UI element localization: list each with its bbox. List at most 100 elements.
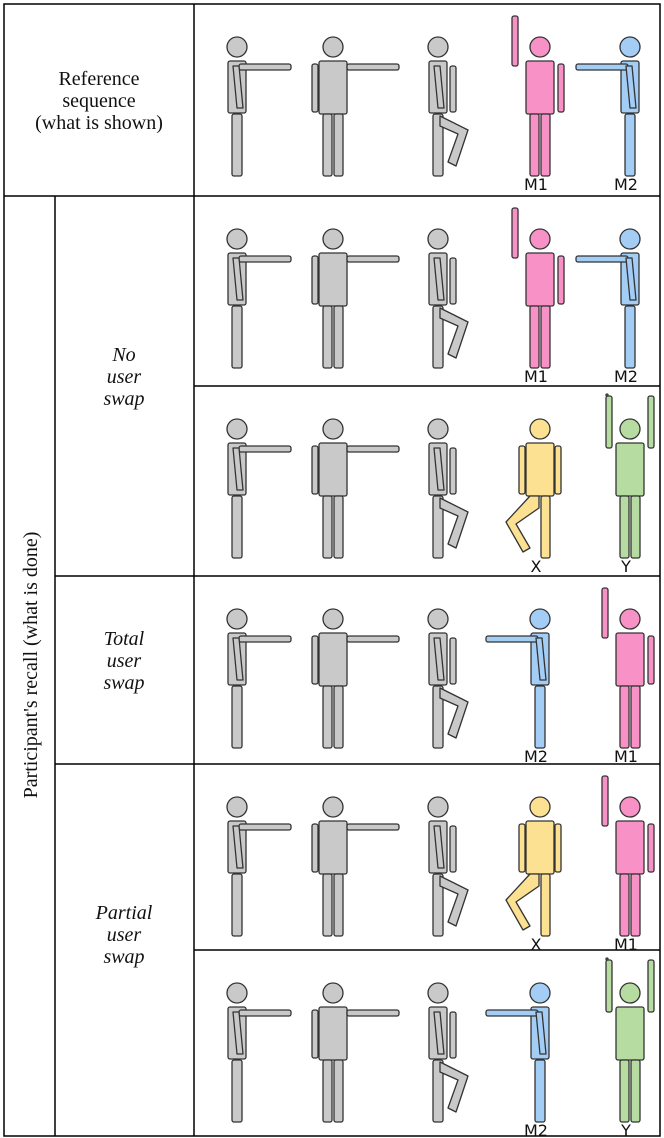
head bbox=[322, 36, 344, 58]
head bbox=[427, 608, 449, 630]
limb bbox=[575, 255, 629, 263]
head bbox=[427, 228, 449, 250]
limb bbox=[630, 495, 641, 559]
limb bbox=[232, 447, 244, 491]
limb bbox=[601, 587, 609, 639]
limb bbox=[449, 637, 457, 685]
limb bbox=[525, 252, 555, 307]
limb bbox=[485, 635, 539, 643]
head bbox=[619, 982, 641, 1004]
figure-label: M2 bbox=[524, 1121, 548, 1138]
head bbox=[619, 796, 641, 818]
head bbox=[529, 228, 551, 250]
head bbox=[619, 36, 641, 58]
stick-figure bbox=[605, 393, 655, 559]
stick-figure bbox=[311, 228, 400, 369]
head bbox=[226, 228, 248, 250]
limb bbox=[505, 873, 540, 931]
limb bbox=[333, 305, 344, 369]
limb bbox=[624, 113, 636, 177]
limb bbox=[624, 305, 636, 369]
limb bbox=[433, 65, 445, 109]
figure-label: Y bbox=[620, 1121, 631, 1138]
limb bbox=[346, 1009, 400, 1017]
limb bbox=[619, 685, 630, 749]
head bbox=[529, 608, 551, 630]
limb bbox=[449, 447, 457, 495]
limb bbox=[333, 685, 344, 749]
row-label: sequence bbox=[62, 90, 135, 112]
figure-label: Y bbox=[620, 557, 631, 576]
figure-label: M1 bbox=[524, 367, 548, 386]
limb bbox=[231, 873, 243, 937]
row-label: user bbox=[107, 366, 142, 388]
figure-label: M1 bbox=[614, 935, 638, 954]
head bbox=[427, 36, 449, 58]
limb bbox=[318, 632, 348, 687]
limb bbox=[529, 305, 540, 369]
stick-figure bbox=[226, 982, 292, 1123]
stick-figure bbox=[485, 982, 551, 1123]
limb bbox=[615, 1006, 645, 1061]
stick-figure bbox=[226, 228, 292, 369]
limb bbox=[322, 113, 333, 177]
head bbox=[322, 418, 344, 440]
head bbox=[226, 796, 248, 818]
stick-figure bbox=[311, 796, 400, 937]
row-label: swap bbox=[103, 388, 144, 410]
limb bbox=[625, 257, 637, 301]
limb bbox=[619, 495, 630, 559]
limb bbox=[322, 495, 333, 559]
limb bbox=[439, 307, 469, 359]
limb bbox=[540, 305, 551, 369]
head bbox=[427, 796, 449, 818]
recall-label: Participant's recall (what is done) bbox=[20, 532, 42, 799]
figure-label: M1 bbox=[524, 175, 548, 194]
head bbox=[226, 982, 248, 1004]
row-label: (what is shown) bbox=[35, 112, 163, 134]
stick-figure bbox=[601, 775, 655, 937]
limb bbox=[318, 820, 348, 875]
stick-figure bbox=[505, 418, 562, 559]
limb bbox=[630, 1059, 641, 1123]
limb bbox=[322, 1059, 333, 1123]
limb bbox=[554, 823, 562, 873]
limb bbox=[311, 63, 319, 113]
stick-figure bbox=[575, 228, 641, 369]
head bbox=[322, 228, 344, 250]
head bbox=[529, 796, 551, 818]
limb bbox=[333, 113, 344, 177]
limb bbox=[238, 63, 292, 71]
stick-figure bbox=[575, 36, 641, 177]
limb bbox=[333, 1059, 344, 1123]
limb bbox=[231, 685, 243, 749]
head bbox=[529, 418, 551, 440]
limb bbox=[525, 442, 555, 497]
head bbox=[427, 982, 449, 1004]
head bbox=[322, 796, 344, 818]
limb bbox=[575, 63, 629, 71]
stick-figure bbox=[427, 982, 469, 1123]
limb bbox=[346, 63, 400, 71]
figure-label: X bbox=[531, 935, 542, 954]
limb bbox=[232, 65, 244, 109]
limb bbox=[346, 255, 400, 263]
limb bbox=[318, 60, 348, 115]
limb bbox=[625, 65, 637, 109]
limb bbox=[647, 635, 655, 685]
limb bbox=[231, 305, 243, 369]
limb bbox=[605, 395, 613, 449]
row-label: swap bbox=[103, 672, 144, 694]
limb bbox=[439, 875, 469, 927]
limb bbox=[311, 255, 319, 305]
limb bbox=[485, 1009, 539, 1017]
limb bbox=[433, 1011, 445, 1055]
limb bbox=[311, 445, 319, 495]
limb bbox=[605, 959, 613, 1013]
limb bbox=[535, 637, 547, 681]
stick-figure bbox=[311, 36, 400, 177]
limb bbox=[511, 15, 519, 67]
limb bbox=[540, 873, 551, 937]
limb bbox=[318, 1006, 348, 1061]
